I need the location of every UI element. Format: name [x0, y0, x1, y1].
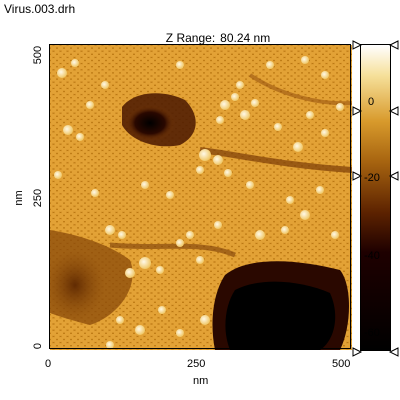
pit-upper-core: [125, 105, 175, 141]
crack-middle: [199, 147, 352, 173]
shadow-left: [50, 250, 105, 320]
x-axis-label: nm: [193, 375, 209, 387]
colorbar-tick-2: -40: [364, 250, 380, 262]
z-range-label: Z Range: 80.24 nm: [118, 31, 318, 45]
colorbar-markers: [352, 40, 399, 357]
file-title: Virus.003.drh: [4, 2, 76, 16]
colorbar-marker-left-top[interactable]: [352, 40, 363, 50]
colorbar-frame: [360, 44, 391, 351]
y-tick-0: 0: [32, 342, 44, 350]
colorbar-tick-0: 0: [368, 96, 375, 108]
colorbar-marker-left-bottom[interactable]: [352, 347, 363, 357]
afm-height-image[interactable]: [50, 45, 352, 350]
bright-particles: [54, 56, 344, 349]
colorbar-marker-left-1[interactable]: [352, 106, 363, 116]
x-tick-250: 250: [187, 358, 206, 370]
x-tick-0: 0: [45, 358, 52, 370]
x-tick-500: 500: [332, 358, 351, 370]
colorbar-marker-right-bottom[interactable]: [388, 347, 399, 357]
colorbar-tick-3: -60: [364, 327, 380, 339]
colorbar-marker-right-1[interactable]: [388, 106, 399, 116]
colorbar-gradient: [361, 45, 390, 350]
crack-upper: [248, 73, 352, 106]
colorbar-marker-right-top[interactable]: [388, 40, 399, 50]
colorbar-marker-right-2[interactable]: [388, 171, 399, 181]
pit-lower-right-core: [225, 281, 336, 350]
z-range-value: 80.24 nm: [220, 31, 271, 45]
y-tick-250: 250: [32, 188, 44, 208]
z-range-caption: Z Range:: [165, 31, 216, 45]
y-tick-500: 500: [32, 45, 44, 65]
colorbar-marker-left-2[interactable]: [352, 171, 363, 181]
y-axis-label: nm: [13, 190, 25, 206]
colorbar-tick-1: -20: [364, 172, 380, 184]
